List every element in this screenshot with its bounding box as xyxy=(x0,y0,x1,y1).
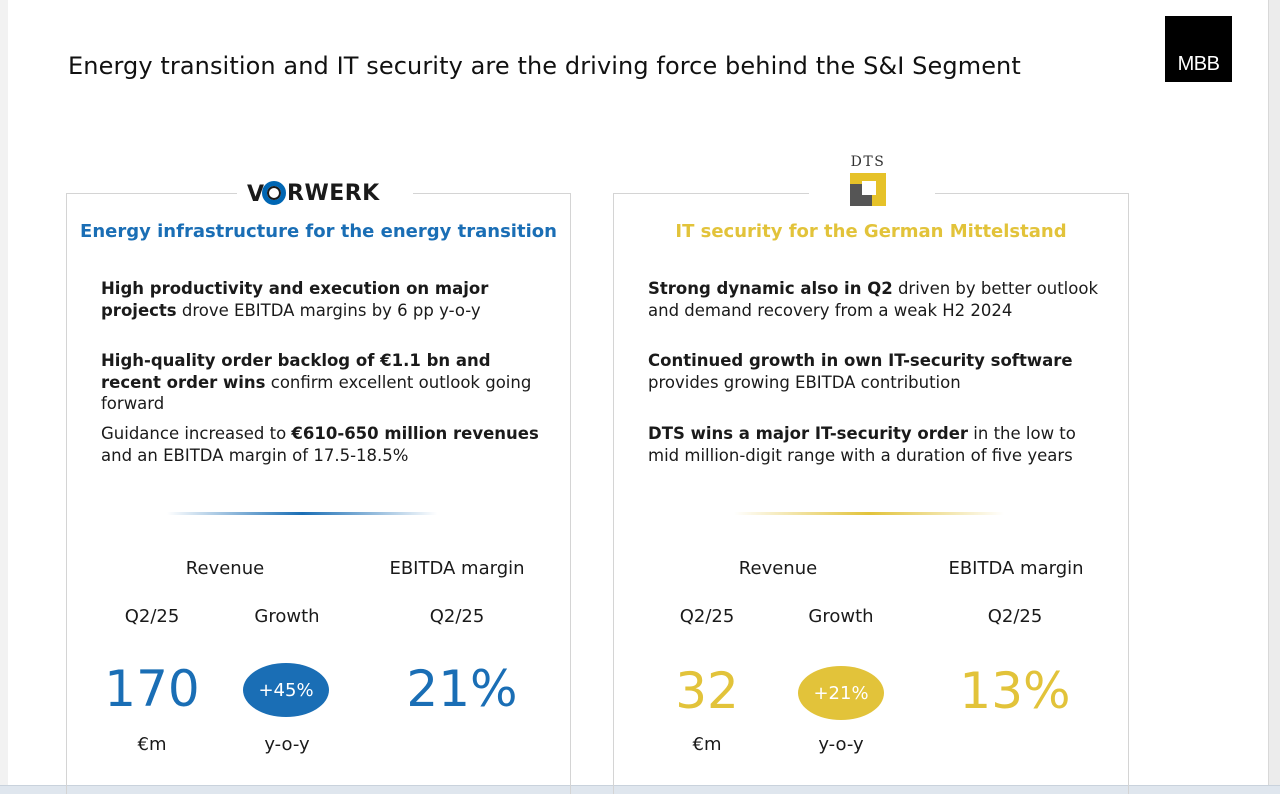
growth-badge: +45% xyxy=(243,663,329,717)
growth-value: +21% xyxy=(813,682,869,704)
mbb-logo: MBB xyxy=(1165,16,1232,82)
ebitda-period: Q2/25 xyxy=(987,606,1043,627)
ebitda-label: EBITDA margin xyxy=(948,558,1084,579)
right-scrollbar[interactable] xyxy=(1268,0,1280,794)
dts-bullet: Continued growth in own IT-security soft… xyxy=(648,351,1073,392)
vorwerk-subtitle: Energy infrastructure for the energy tra… xyxy=(80,221,557,242)
left-edge xyxy=(0,0,8,794)
dts-bullet: DTS wins a major IT-security order in th… xyxy=(648,424,1076,465)
growth-unit: y-o-y xyxy=(264,734,310,755)
ebitda-period: Q2/25 xyxy=(429,606,485,627)
vorwerk-bullet: High productivity and execution on major… xyxy=(101,279,489,320)
growth-value: +45% xyxy=(258,679,314,701)
vorwerk-divider xyxy=(167,512,437,515)
revenue-period: Q2/25 xyxy=(679,606,735,627)
vorwerk-bullet: Guidance increased to €610-650 million r… xyxy=(101,424,539,465)
ebitda-value: 13% xyxy=(959,662,1071,720)
vorwerk-logo: V RWERK xyxy=(247,180,397,208)
dts-logo-text: DTS xyxy=(850,154,886,170)
revenue-unit: €m xyxy=(692,734,722,755)
vorwerk-logo-prefix: V xyxy=(247,182,265,207)
growth-badge: +21% xyxy=(798,666,884,720)
ebitda-label: EBITDA margin xyxy=(389,558,525,579)
revenue-value: 32 xyxy=(675,662,739,720)
dts-logo: DTS xyxy=(844,154,892,210)
vorwerk-bullet: High-quality order backlog of €1.1 bn an… xyxy=(101,351,532,413)
vorwerk-panel: V RWERK Energy infrastructure for the en… xyxy=(66,181,571,794)
growth-label: Growth xyxy=(808,606,874,627)
vorwerk-logo-suffix: RWERK xyxy=(287,180,380,206)
bottom-bar xyxy=(0,785,1280,794)
dts-subtitle: IT security for the German Mittelstand xyxy=(675,221,1067,242)
slide-title: Energy transition and IT security are th… xyxy=(68,52,1021,80)
vorwerk-o-icon xyxy=(262,181,286,205)
revenue-label: Revenue xyxy=(738,558,818,579)
dts-panel: DTS IT security for the German Mittelsta… xyxy=(613,154,1129,794)
growth-label: Growth xyxy=(254,606,320,627)
dts-mark-icon xyxy=(850,173,886,206)
growth-unit: y-o-y xyxy=(818,734,864,755)
revenue-label: Revenue xyxy=(185,558,265,579)
dts-divider xyxy=(734,512,1004,515)
revenue-unit: €m xyxy=(137,734,167,755)
dts-bullet: Strong dynamic also in Q2 driven by bett… xyxy=(648,279,1099,320)
revenue-value: 170 xyxy=(104,660,200,718)
revenue-period: Q2/25 xyxy=(124,606,180,627)
ebitda-value: 21% xyxy=(406,660,518,718)
mbb-logo-text: MBB xyxy=(1177,53,1220,75)
